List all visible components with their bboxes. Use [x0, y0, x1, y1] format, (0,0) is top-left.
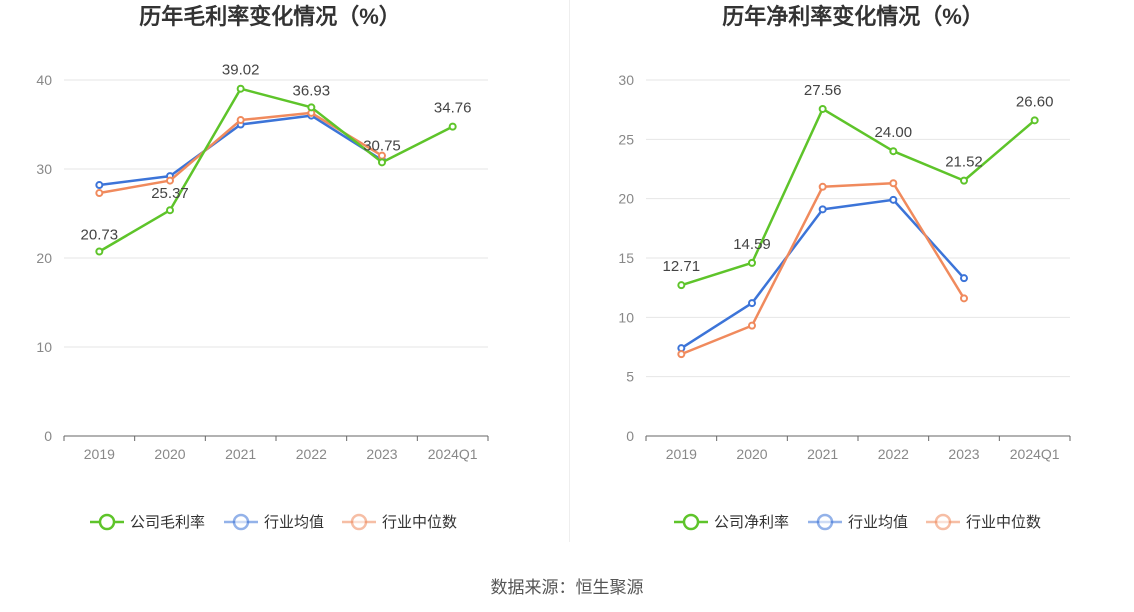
x-tick-label: 2020 [736, 446, 767, 462]
data-point [889, 195, 898, 204]
data-label: 25.37 [151, 185, 189, 202]
data-label: 14.59 [733, 236, 771, 253]
chart-title: 历年净利率变化情况（%） [722, 4, 984, 29]
data-source-note: 数据来源：恒生聚源 [490, 578, 644, 597]
x-tick-label: 2024Q1 [1010, 446, 1060, 462]
y-tick-label: 20 [618, 191, 634, 207]
data-point [960, 274, 968, 283]
x-tick-label: 2022 [878, 446, 909, 462]
x-tick-label: 2021 [225, 446, 256, 462]
legend-marker [350, 513, 368, 531]
data-point [818, 182, 827, 191]
data-point [960, 176, 968, 185]
data-label: 26.60 [1016, 93, 1054, 110]
legend-item: 公司毛利率 [130, 514, 205, 531]
x-tick-label: 2024Q1 [428, 446, 478, 462]
y-tick-label: 0 [626, 428, 634, 444]
y-tick-label: 10 [36, 339, 52, 355]
y-tick-label: 15 [618, 250, 634, 266]
data-point [748, 321, 756, 330]
data-label: 36.93 [293, 82, 331, 99]
legend-marker [934, 513, 952, 531]
data-point [889, 179, 898, 188]
x-tick-label: 2023 [366, 446, 397, 462]
data-point [748, 258, 756, 267]
chart-title: 历年毛利率变化情况（%） [139, 4, 401, 29]
data-point [960, 294, 968, 303]
x-tick-label: 2020 [154, 446, 185, 462]
legend-marker [232, 513, 250, 531]
data-label: 12.71 [663, 258, 701, 275]
chart-divider [569, 0, 570, 542]
data-point [448, 122, 457, 131]
legend-marker [682, 513, 700, 531]
y-tick-label: 10 [618, 309, 634, 325]
y-tick-label: 20 [36, 250, 52, 266]
data-label: 20.73 [81, 227, 119, 244]
data-label: 24.00 [875, 124, 913, 141]
data-point [818, 104, 827, 113]
data-point [95, 189, 104, 198]
legend-item: 行业均值 [848, 514, 908, 531]
data-point [677, 281, 686, 290]
x-tick-label: 2023 [948, 446, 979, 462]
data-point [166, 206, 174, 215]
x-tick-label: 2022 [296, 446, 327, 462]
y-tick-label: 0 [44, 428, 52, 444]
y-tick-label: 30 [36, 161, 52, 177]
chart-2: 历年净利率变化情况（%） 0 5 10 15 20 25 30 2019 2020 2021 2022… [618, 4, 1071, 531]
series-line-1 [680, 107, 1036, 287]
y-tick-label: 40 [36, 72, 52, 88]
data-point [1030, 116, 1039, 125]
y-tick-label: 25 [618, 131, 634, 147]
data-label: 39.02 [222, 62, 260, 79]
legend-marker [816, 513, 834, 531]
legend-item: 行业中位数 [966, 514, 1041, 531]
data-point [818, 205, 827, 214]
data-point [95, 181, 104, 190]
x-tick-label: 2021 [807, 446, 838, 462]
legend-item: 行业均值 [264, 514, 324, 531]
legend-item: 公司净利率 [714, 514, 789, 531]
chart-1: 历年毛利率变化情况（%） 0 10 20 30 40 2019 2020 2021 2022 202… [36, 4, 489, 531]
data-point [307, 103, 316, 112]
series-line-2 [680, 198, 965, 350]
y-tick-label: 5 [626, 369, 634, 385]
data-label: 34.76 [434, 100, 472, 117]
data-label: 30.75 [363, 137, 401, 154]
data-label: 21.52 [945, 154, 983, 171]
legend-marker [98, 513, 116, 531]
data-point [95, 247, 104, 256]
data-point [166, 176, 174, 185]
x-tick-label: 2019 [666, 446, 697, 462]
y-tick-label: 30 [618, 72, 634, 88]
data-point [378, 158, 386, 167]
data-point [236, 84, 245, 93]
data-label: 27.56 [804, 82, 842, 99]
data-point [748, 299, 756, 308]
legend-item: 行业中位数 [382, 514, 457, 531]
data-point [889, 147, 898, 156]
x-tick-label: 2019 [84, 446, 115, 462]
data-point [677, 350, 686, 359]
series-line-1 [98, 87, 454, 253]
data-point [236, 116, 245, 125]
